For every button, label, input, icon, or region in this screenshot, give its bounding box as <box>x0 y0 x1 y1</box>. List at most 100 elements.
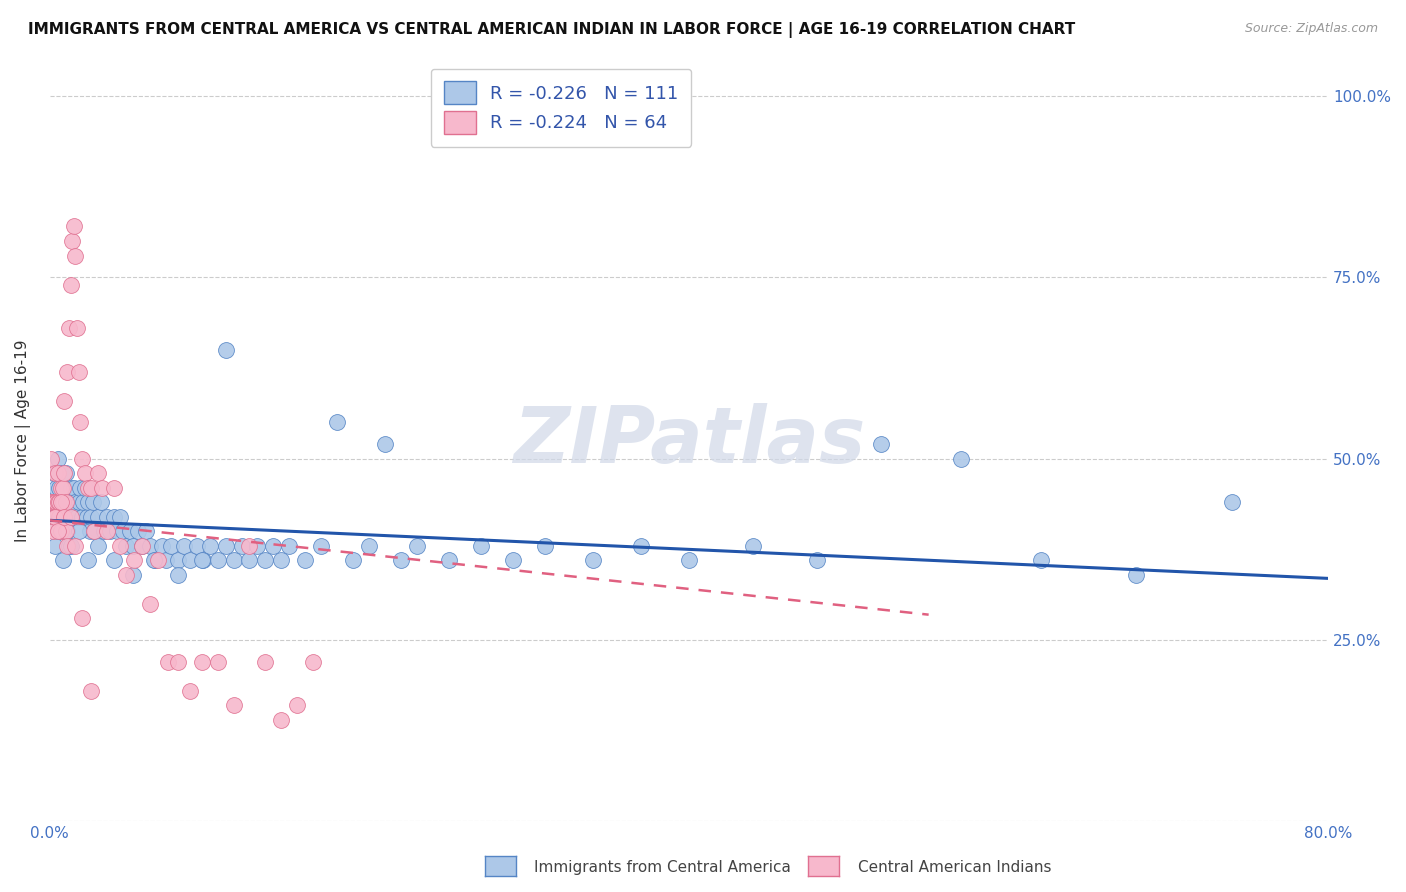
Point <box>62 509 84 524</box>
Point <box>48 481 70 495</box>
Point <box>51 495 73 509</box>
Point <box>630 539 652 553</box>
Point <box>254 655 277 669</box>
Point <box>53 509 76 524</box>
Point <box>270 553 292 567</box>
Point <box>121 539 143 553</box>
Point <box>83 524 105 539</box>
Point <box>59 509 82 524</box>
Point <box>53 481 76 495</box>
Point <box>207 553 229 567</box>
Point <box>66 321 89 335</box>
Point <box>502 553 524 567</box>
Point <box>66 509 89 524</box>
Point <box>582 553 605 567</box>
Point <box>80 509 103 524</box>
Point <box>67 524 90 539</box>
Point <box>359 539 381 553</box>
Point <box>121 567 143 582</box>
Point <box>55 466 77 480</box>
Point <box>69 481 91 495</box>
Point <box>406 539 429 553</box>
Point <box>124 553 146 567</box>
Point <box>222 698 245 713</box>
Point <box>103 509 125 524</box>
Point <box>56 539 79 553</box>
Point <box>741 539 763 553</box>
Point <box>55 524 77 539</box>
Point <box>1125 567 1147 582</box>
Point <box>67 495 90 509</box>
Point <box>59 539 82 553</box>
Point <box>231 539 253 553</box>
Point <box>142 553 165 567</box>
Point <box>46 495 69 509</box>
Point <box>83 524 105 539</box>
Point <box>58 321 80 335</box>
Point <box>108 539 131 553</box>
Point <box>287 698 309 713</box>
Point <box>156 655 179 669</box>
Point <box>70 451 93 466</box>
Point <box>150 539 173 553</box>
Point <box>93 524 115 539</box>
Point <box>46 524 69 539</box>
Point <box>191 553 214 567</box>
Point <box>470 539 492 553</box>
Point <box>70 509 93 524</box>
Point <box>51 553 73 567</box>
Point <box>190 655 212 669</box>
Point <box>44 539 66 553</box>
Point <box>127 524 149 539</box>
Point <box>949 451 972 466</box>
Point <box>115 539 138 553</box>
Point <box>49 509 72 524</box>
Point <box>67 365 90 379</box>
Point <box>100 524 122 539</box>
Point <box>46 495 69 509</box>
Point <box>806 553 828 567</box>
Point <box>270 713 292 727</box>
Point <box>58 539 80 553</box>
Point <box>160 539 183 553</box>
Point <box>214 539 236 553</box>
Point <box>41 495 63 509</box>
Point <box>53 393 76 408</box>
Point <box>42 495 65 509</box>
Point <box>278 539 301 553</box>
Point <box>44 466 66 480</box>
Point <box>108 509 131 524</box>
Point <box>45 509 67 524</box>
Point <box>73 481 96 495</box>
Point <box>131 539 153 553</box>
Point <box>55 495 77 509</box>
Point <box>80 481 103 495</box>
Point <box>91 481 114 495</box>
Point <box>254 553 277 567</box>
Point <box>48 495 70 509</box>
Point <box>51 524 73 539</box>
Text: ZIPatlas: ZIPatlas <box>513 402 865 478</box>
Point <box>238 539 260 553</box>
Text: IMMIGRANTS FROM CENTRAL AMERICA VS CENTRAL AMERICAN INDIAN IN LABOR FORCE | AGE : IMMIGRANTS FROM CENTRAL AMERICA VS CENTR… <box>28 22 1076 38</box>
Point <box>56 365 79 379</box>
Point <box>48 509 70 524</box>
Point <box>214 343 236 357</box>
Point <box>49 495 72 509</box>
Point <box>49 481 72 495</box>
Point <box>56 509 79 524</box>
Point <box>77 495 100 509</box>
Point <box>115 567 138 582</box>
Point <box>41 495 63 509</box>
Point <box>72 495 94 509</box>
Point <box>46 524 69 539</box>
Point <box>869 437 891 451</box>
Point <box>69 416 91 430</box>
Point <box>59 481 82 495</box>
Point <box>112 524 135 539</box>
Point <box>62 219 84 234</box>
Point <box>389 553 412 567</box>
Point <box>65 248 87 262</box>
Point <box>166 567 188 582</box>
Point <box>678 553 700 567</box>
